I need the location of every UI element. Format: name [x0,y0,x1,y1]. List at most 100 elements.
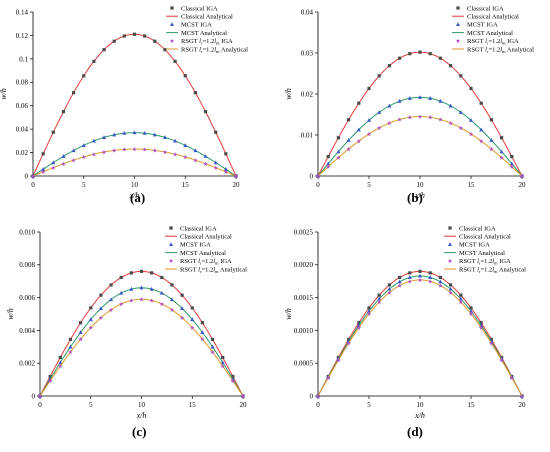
x-tick-label: 20 [519,401,527,409]
x-tick-label: 5 [367,401,371,409]
mcst-iga-marker [102,135,107,139]
x-tick-label: 20 [519,181,527,189]
y-tick-label: 0.0020 [294,261,314,269]
x-tick-label: 15 [182,181,190,189]
classical-iga-marker [469,86,473,91]
mcst-iga-marker [169,297,174,302]
legend-label: RSGT lr=1.2lm Analytical [180,266,247,274]
mcst-iga-marker [448,103,453,108]
rsgt-iga-marker [71,157,76,163]
rsgt-iga-marker [37,393,43,399]
mcst-iga-marker [81,143,86,147]
classical-iga-marker [72,91,76,95]
rsgt-iga-marker [88,325,93,330]
classical-iga-marker [163,48,167,52]
legend-label: MCST Analytical [467,30,513,37]
classical-iga-marker [449,64,453,68]
rsgt-iga-marker [68,349,73,355]
rsgt-iga-marker [81,154,86,160]
mcst-iga-marker [88,317,93,322]
classical-iga-marker [112,39,116,43]
rsgt-iga-marker [326,164,331,169]
rsgt-iga-marker [129,298,134,303]
classical-iga-marker [500,136,504,140]
rsgt-iga-marker [438,283,443,288]
mcst-iga-marker [68,344,73,349]
classical-iga-marker [357,321,361,325]
y-tick-label: 0.1 [19,55,28,63]
x-tick-label: 5 [89,401,93,409]
classical-iga-marker [132,32,137,36]
classical-iga-marker [58,355,62,360]
classical-iga-marker [489,118,493,122]
classical-analytical-line [317,270,523,397]
y-tick-label: 0.0010 [294,327,314,335]
rsgt-iga-marker [230,378,236,384]
mcst-iga-marker [469,308,473,313]
x-tick-label: 10 [417,181,425,189]
classical-iga-marker [193,91,197,95]
mcst-iga-marker [180,306,185,311]
x-axis-label: x/h [414,411,425,420]
legend-label: RSGT lr=1.2lm IGA [181,38,233,46]
rsgt-iga-marker [377,125,382,131]
classical-iga-marker [459,293,463,297]
rsgt-iga-marker [458,125,463,131]
rsgt-iga-marker [101,149,107,155]
rsgt-iga-marker [223,169,229,174]
legend-label: MCST IGA [180,242,211,249]
legend-label: MCST IGA [467,22,498,29]
mcst-iga-marker [91,138,96,143]
legend-marker [456,22,460,26]
classical-iga-marker [41,152,45,156]
classical-iga-marker [190,306,194,310]
mcst-iga-marker [203,154,208,158]
rsgt-iga-marker [162,149,168,155]
classical-iga-marker [510,155,514,159]
y-axis-label: w/h [0,88,8,100]
mcst-iga-marker [377,296,382,301]
mcst-iga-marker [142,130,147,135]
legend-label: MCST IGA [181,22,212,29]
chart-panel-b: 0 5 10 15 20 0 0.01 0.02 0.03 0.04 x/h w/h Classical… [284,5,534,200]
rsgt-iga-marker [366,311,372,317]
x-tick-label: 15 [468,401,476,409]
x-tick-label: 10 [131,181,139,189]
classical-iga-marker [143,34,147,38]
classical-iga-marker [99,293,103,297]
rsgt-iga-marker [397,283,402,288]
classical-iga-marker [122,34,126,38]
classical-iga-marker [428,271,432,275]
rsgt-iga-marker [438,117,443,122]
mcst-iga-marker [183,143,188,147]
rsgt-iga-marker [240,393,246,399]
classical-iga-marker [92,59,96,63]
classical-iga-marker [51,130,55,134]
rsgt-iga-marker [108,307,114,312]
rsgt-iga-marker [397,117,402,122]
rsgt-iga-marker [417,114,423,119]
legend-marker [456,6,460,10]
mcst-iga-marker [448,286,453,291]
y-tick-label: 0.0025 [294,228,314,236]
classical-iga-marker [231,374,235,379]
mcst-iga-marker [428,275,433,280]
classical-iga-marker [408,271,412,275]
y-tick-label: 0 [310,392,314,400]
mcst-iga-marker [377,110,382,114]
mcst-iga-marker [173,138,178,143]
classical-iga-marker [398,275,402,280]
rsgt-iga-marker [315,173,321,179]
rsgt-analytical-line [317,116,523,177]
rsgt-iga-marker [213,165,218,170]
classical-iga-marker [102,48,106,52]
classical-iga-marker [479,321,483,325]
legend-marker [169,38,175,43]
x-tick-label: 15 [189,401,197,409]
mcst-iga-marker [112,132,117,137]
mcst-iga-marker [407,96,412,100]
x-tick-label: 10 [138,401,146,409]
legend-label: MCST IGA [459,242,490,249]
mcst-iga-marker [159,290,164,295]
